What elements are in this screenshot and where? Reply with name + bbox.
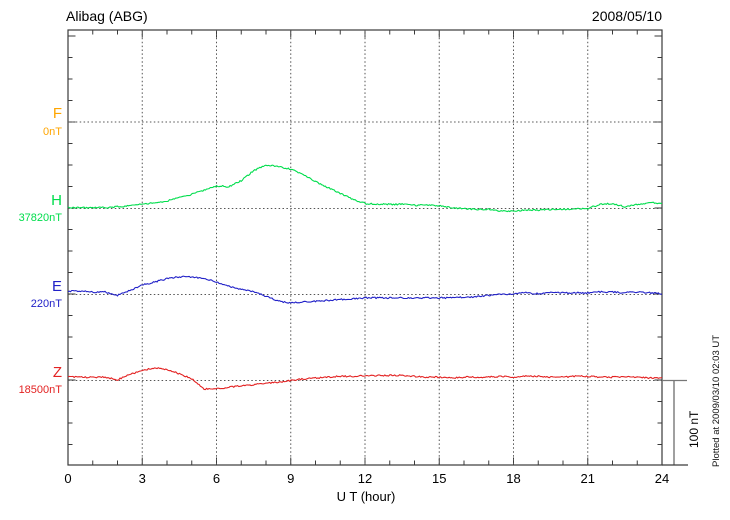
observation-date: 2008/05/10 xyxy=(591,8,662,24)
trace-curve-e xyxy=(67,275,663,304)
trace-curve-h xyxy=(67,164,663,213)
trace-label-f: F xyxy=(52,105,62,122)
plotted-at-note: Plotted at 2009/03/10 02:03 UT xyxy=(711,334,722,467)
x-tick-label: 21 xyxy=(580,471,595,486)
x-tick-label: 18 xyxy=(506,471,521,486)
trace-baseline-h: 37820nT xyxy=(18,212,62,224)
plot-frame xyxy=(67,29,663,466)
trace-label-z: Z xyxy=(52,364,62,381)
x-tick-label: 24 xyxy=(654,471,670,486)
x-axis-label: U T (hour) xyxy=(336,489,396,504)
x-tick-label: 9 xyxy=(287,471,295,486)
station-title: Alibag (ABG) xyxy=(66,8,148,24)
x-tick-label: 12 xyxy=(357,471,373,486)
x-tick-label: 6 xyxy=(212,471,221,486)
x-tick-label: 15 xyxy=(432,471,447,486)
trace-baseline-f: 0nT xyxy=(43,126,62,138)
trace-curve-z xyxy=(67,367,663,391)
scale-bar-label: 100 nT xyxy=(687,410,701,448)
trace-baseline-z: 18500nT xyxy=(18,384,62,396)
x-tick-label: 3 xyxy=(138,471,146,486)
trace-label-h: H xyxy=(51,192,62,209)
trace-baseline-e: 220nT xyxy=(30,298,62,310)
trace-label-e: E xyxy=(51,278,62,295)
x-tick-label: 0 xyxy=(64,471,72,486)
